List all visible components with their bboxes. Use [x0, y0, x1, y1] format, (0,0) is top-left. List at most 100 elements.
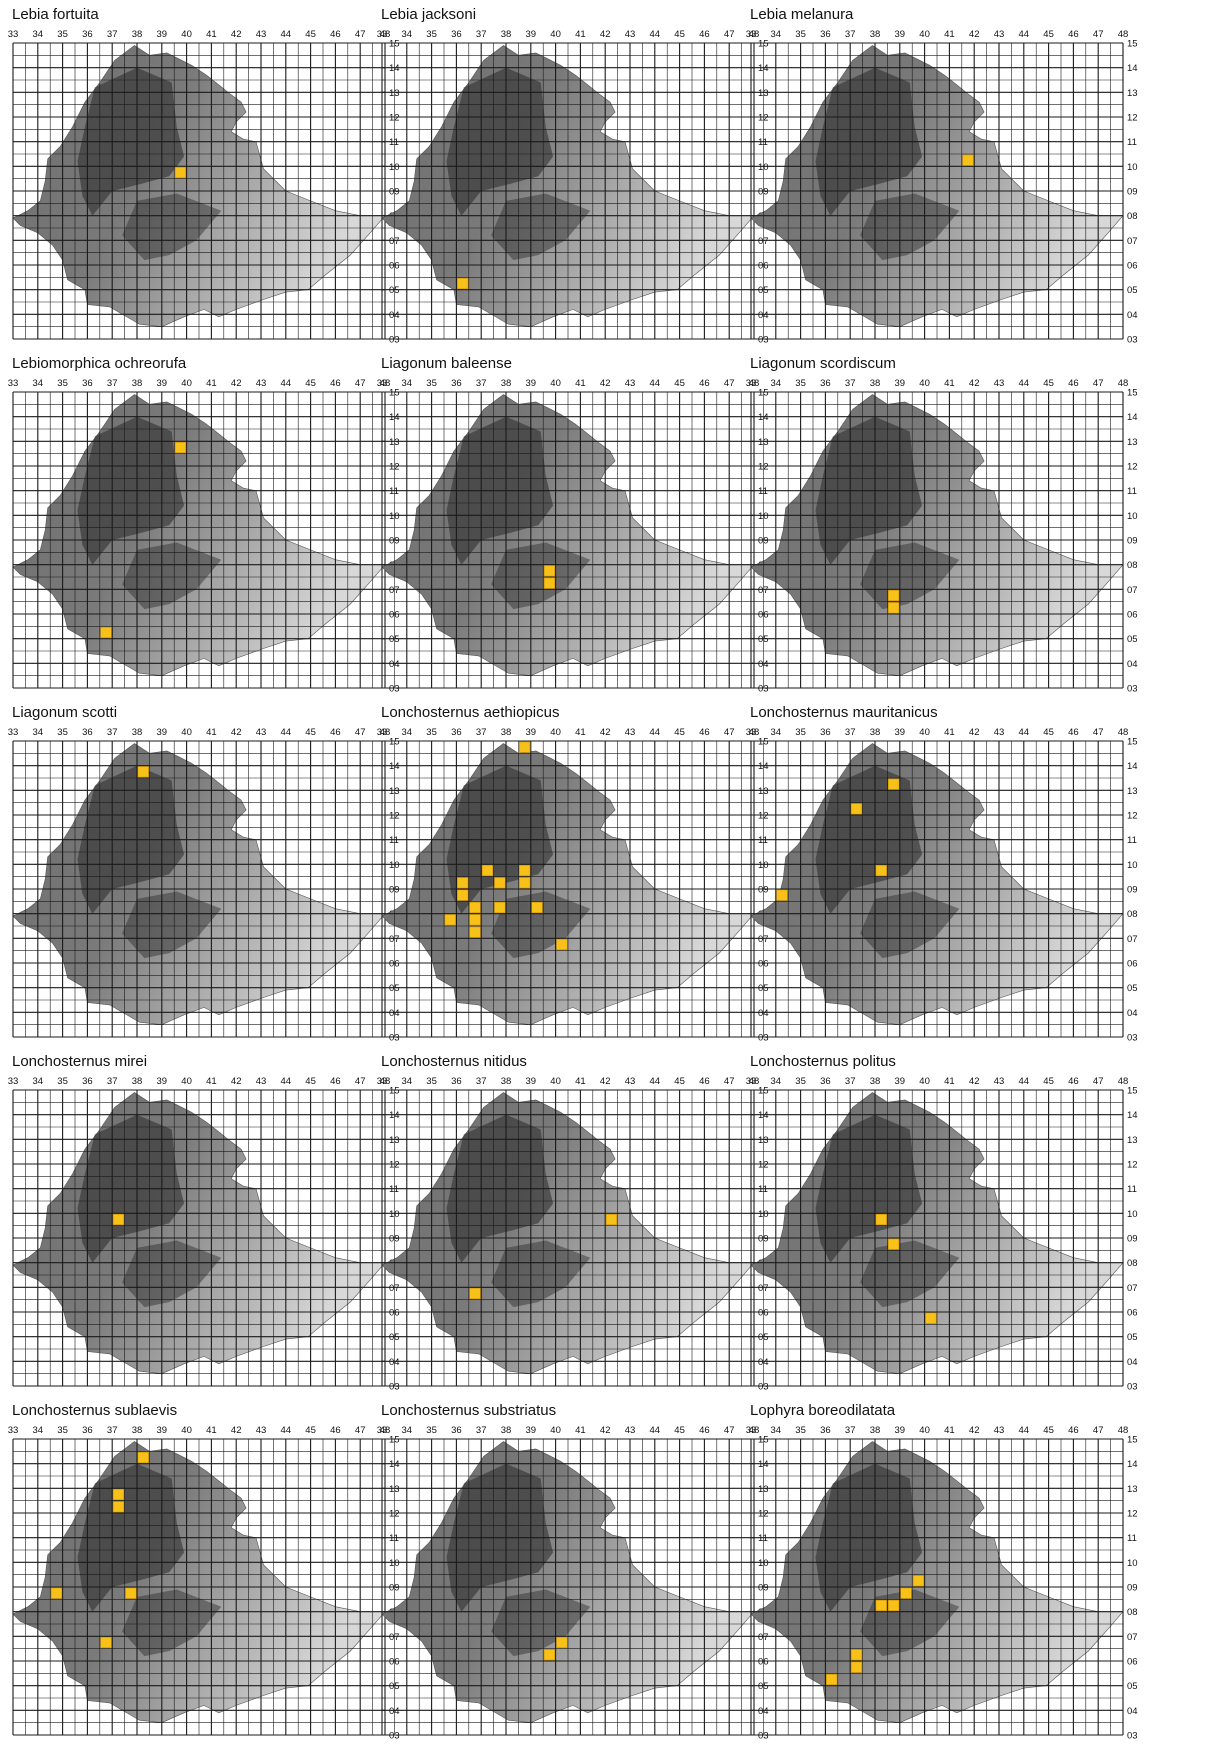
- longitude-tick-label: 35: [57, 29, 68, 40]
- latitude-tick-label: 05: [1127, 1332, 1138, 1343]
- longitude-tick-label: 42: [231, 1425, 242, 1436]
- longitude-tick-label: 36: [451, 1425, 462, 1436]
- longitude-tick-label: 33: [8, 1076, 19, 1087]
- longitude-tick-label: 34: [402, 29, 413, 40]
- occurrence-record-square: [826, 1673, 838, 1686]
- highland-relief: [122, 542, 222, 610]
- longitude-tick-label: 33: [746, 378, 757, 389]
- longitude-tick-label: 46: [699, 378, 710, 389]
- longitude-tick-label: 48: [749, 1425, 760, 1436]
- occurrence-record-square: [875, 864, 887, 877]
- longitude-tick-label: 35: [57, 1076, 68, 1087]
- longitude-tick-label: 37: [476, 1076, 487, 1087]
- longitude-tick-label: 41: [575, 1425, 586, 1436]
- occurrence-record-square: [556, 938, 568, 951]
- occurrence-record-square: [112, 1501, 125, 1513]
- longitude-tick-label: 37: [107, 727, 118, 738]
- map-panel: Liagonum baleense 33 34 35 36 37 38 39 40 41 42 43 4…: [369, 349, 779, 698]
- longitude-tick-label: 47: [355, 1425, 366, 1436]
- longitude-tick-label: 41: [944, 1425, 955, 1436]
- occurrence-record-square: [50, 1587, 63, 1599]
- longitude-tick-label: 33: [377, 727, 388, 738]
- distribution-map: 33 34 35 36 37 38 39 40 41 42 43 44 45 46 47 4815141312…: [746, 378, 1138, 695]
- longitude-tick-label: 41: [944, 378, 955, 389]
- longitude-tick-label: 48: [749, 29, 760, 40]
- highland-relief: [491, 1240, 591, 1308]
- longitude-tick-label: 33: [8, 727, 19, 738]
- longitude-tick-label: 41: [944, 727, 955, 738]
- highland-relief: [122, 193, 222, 261]
- longitude-tick-label: 41: [206, 29, 217, 40]
- species-title: Lonchosternus substriatus: [381, 1402, 557, 1419]
- latitude-tick-label: 10: [1127, 162, 1138, 173]
- longitude-tick-label: 36: [820, 727, 831, 738]
- latitude-tick-label: 03: [1127, 684, 1138, 695]
- occurrence-record-square: [137, 1451, 149, 1464]
- latitude-tick-label: 13: [1127, 1135, 1138, 1146]
- latitude-tick-label: 11: [389, 137, 399, 148]
- longitude-tick-label: 39: [157, 378, 168, 389]
- longitude-tick-label: 38: [132, 29, 143, 40]
- latitude-tick-label: 10: [1127, 1209, 1138, 1220]
- longitude-tick-label: 39: [157, 1425, 168, 1436]
- distribution-map: 33 34 35 36 37 38 39 40 41 42 43 44 45 46 47 4815141312…: [377, 378, 769, 695]
- latitude-tick-label: 12: [1127, 462, 1138, 473]
- map-panel: Lebia fortuita 33 34 35 36 37 38 39 40 41 42 43 44 45…: [0, 0, 410, 349]
- longitude-tick-label: 48: [1118, 1076, 1129, 1087]
- occurrence-record-square: [925, 1312, 937, 1324]
- distribution-map: 33 34 35 36 37 38 39 40 41 42 43 44 45 46 47 4815141312…: [377, 727, 769, 1044]
- longitude-tick-label: 46: [1068, 378, 1079, 389]
- distribution-map: 33 34 35 36 37 38 39 40 41 42 43 44 45 46 47 4815141312…: [746, 29, 1138, 346]
- latitude-tick-label: 03: [389, 684, 400, 695]
- latitude-tick-label: 11: [389, 1533, 399, 1544]
- occurrence-record-square: [112, 1213, 125, 1226]
- occurrence-record-square: [174, 166, 187, 179]
- highland-relief: [491, 542, 591, 610]
- latitude-tick-label: 12: [1127, 1160, 1138, 1171]
- longitude-tick-label: 39: [895, 29, 906, 40]
- longitude-tick-label: 38: [501, 1425, 512, 1436]
- latitude-tick-label: 11: [758, 835, 768, 846]
- species-title: Lonchosternus mauritanicus: [750, 704, 938, 721]
- latitude-tick-label: 05: [1127, 285, 1138, 296]
- latitude-tick-label: 11: [1127, 486, 1137, 497]
- occurrence-record-square: [494, 901, 506, 914]
- longitude-tick-label: 47: [724, 727, 735, 738]
- longitude-tick-label: 44: [650, 1425, 661, 1436]
- longitude-tick-label: 42: [231, 378, 242, 389]
- latitude-tick-label: 14: [1127, 412, 1138, 423]
- latitude-tick-label: 03: [389, 335, 400, 346]
- latitude-tick-label: 14: [1127, 761, 1138, 772]
- latitude-tick-label: 05: [1127, 1681, 1138, 1692]
- longitude-tick-label: 46: [699, 29, 710, 40]
- longitude-tick-label: 45: [1043, 1076, 1054, 1087]
- longitude-tick-label: 40: [181, 29, 192, 40]
- longitude-tick-label: 43: [625, 727, 636, 738]
- coordinate-grid: [750, 391, 1124, 689]
- longitude-tick-label: 42: [600, 1076, 611, 1087]
- longitude-tick-label: 40: [919, 29, 930, 40]
- longitude-tick-label: 42: [231, 29, 242, 40]
- longitude-tick-label: 40: [919, 1425, 930, 1436]
- longitude-tick-label: 45: [1043, 1425, 1054, 1436]
- longitude-tick-label: 39: [526, 727, 537, 738]
- latitude-tick-label: 15: [1127, 39, 1138, 50]
- species-title: Liagonum scotti: [12, 704, 118, 721]
- longitude-tick-label: 41: [206, 378, 217, 389]
- longitude-tick-label: 40: [919, 727, 930, 738]
- longitude-tick-label: 33: [377, 378, 388, 389]
- latitude-tick-label: 10: [1127, 860, 1138, 871]
- longitude-tick-label: 36: [82, 1425, 93, 1436]
- longitude-tick-label: 42: [600, 727, 611, 738]
- occurrence-record-square: [494, 877, 506, 889]
- occurrence-record-square: [888, 1599, 900, 1612]
- latitude-tick-label: 11: [389, 835, 399, 846]
- longitude-tick-label: 46: [1068, 1425, 1079, 1436]
- longitude-tick-label: 43: [625, 29, 636, 40]
- longitude-tick-label: 47: [724, 1425, 735, 1436]
- occurrence-record-square: [469, 1287, 481, 1300]
- occurrence-record-square: [850, 803, 863, 815]
- distribution-map: 33 34 35 36 37 38 39 40 41 42 43 44 45 46 47 4815141312…: [8, 727, 400, 1044]
- longitude-tick-label: 34: [771, 727, 782, 738]
- latitude-tick-label: 09: [1127, 1234, 1138, 1245]
